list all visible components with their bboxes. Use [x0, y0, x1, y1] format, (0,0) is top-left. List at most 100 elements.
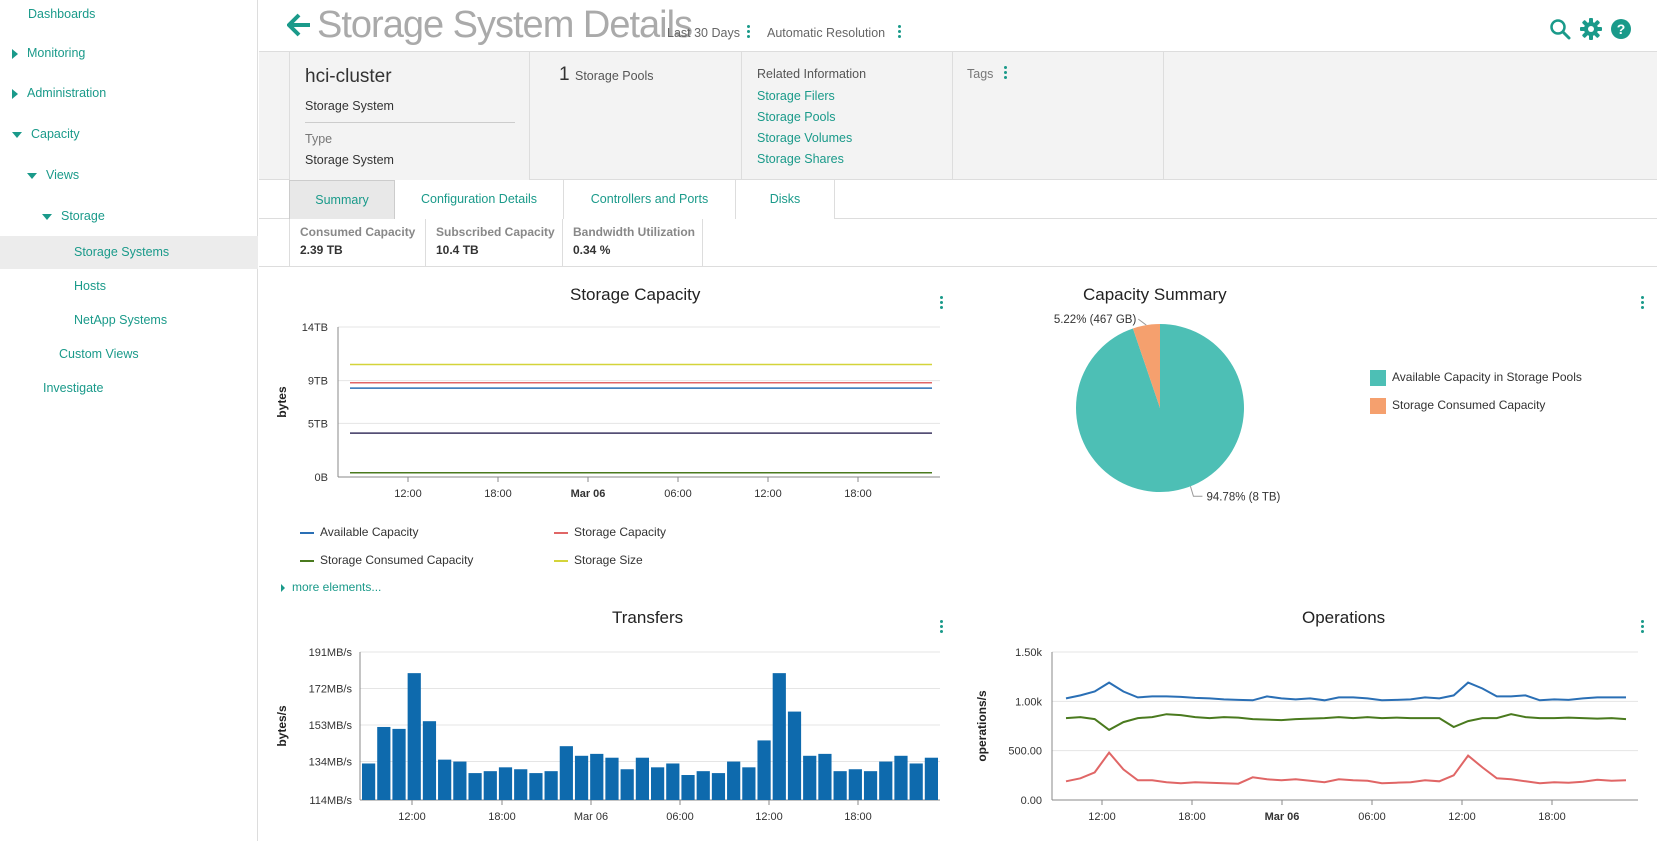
more-elements-link[interactable]: more elements...: [281, 580, 381, 594]
sidebar-item-administration[interactable]: Administration: [12, 86, 106, 100]
tab-disks[interactable]: Disks: [736, 180, 835, 219]
legend-label: Storage Size: [574, 553, 643, 567]
tab-bar: Summary Configuration Details Controller…: [259, 180, 1657, 219]
tags-label: Tags: [967, 67, 994, 81]
resolution-menu-icon[interactable]: [898, 25, 902, 40]
tab-controllers-and-ports[interactable]: Controllers and Ports: [564, 180, 736, 219]
page-title: Storage System Details: [317, 4, 693, 46]
caret-down-icon: [12, 131, 22, 138]
pie-label-consumed: 5.22% (467 GB): [1054, 314, 1137, 326]
bar: [514, 769, 528, 800]
y-tick-label: 5TB: [308, 418, 328, 430]
tab-summary[interactable]: Summary: [289, 180, 395, 219]
sidebar-item-storage[interactable]: Storage: [42, 209, 105, 223]
sidebar-item-dashboards[interactable]: Dashboards: [28, 7, 95, 21]
sidebar-item-label: Monitoring: [27, 46, 86, 60]
transfers-menu-icon[interactable]: [940, 620, 944, 635]
bar: [879, 761, 893, 800]
nav-selected-highlight: [0, 236, 258, 269]
link-storage-pools[interactable]: Storage Pools: [757, 110, 836, 124]
link-storage-shares[interactable]: Storage Shares: [757, 152, 844, 166]
back-arrow-icon[interactable]: [287, 13, 311, 37]
sidebar-item-views[interactable]: Views: [27, 168, 79, 182]
sidebar-item-label: NetApp Systems: [74, 313, 168, 327]
type-value: Storage System: [305, 153, 394, 167]
x-tick-label: 18:00: [1178, 811, 1206, 823]
y-tick-label: 191MB/s: [309, 647, 353, 659]
system-name: hci-cluster: [305, 66, 392, 87]
y-tick-label: 1.50k: [1015, 647, 1042, 659]
operations-menu-icon[interactable]: [1641, 620, 1645, 635]
tab-configuration-details[interactable]: Configuration Details: [395, 180, 564, 219]
x-tick-label: 12:00: [1088, 811, 1116, 823]
x-tick-label: 18:00: [844, 488, 872, 500]
pie-label-leader: [1189, 486, 1203, 497]
sidebar-item-label: Hosts: [74, 279, 106, 293]
bar: [483, 771, 497, 800]
type-label: Type: [305, 132, 333, 146]
y-axis-label: operations/s: [975, 690, 989, 762]
bar: [377, 726, 391, 800]
capacity-summary-title: Capacity Summary: [1083, 285, 1227, 304]
pools-label: Storage Pools: [575, 69, 654, 83]
caret-right-icon: [12, 48, 18, 59]
bar: [787, 711, 802, 800]
storage-capacity-menu-icon[interactable]: [940, 296, 944, 311]
info-box-related: Related Information Storage Filers Stora…: [742, 52, 953, 180]
transfers-title: Transfers: [612, 608, 684, 627]
bar: [574, 755, 589, 800]
bar: [453, 761, 467, 800]
y-tick-label: 0B: [315, 472, 328, 484]
sidebar-item-custom-views[interactable]: Custom Views: [59, 347, 139, 361]
time-range-selector[interactable]: Last 30 Days: [667, 26, 740, 40]
legend-storage-consumed-capacity[interactable]: Storage Consumed Capacity: [300, 553, 473, 567]
legend-storage-size[interactable]: Storage Size: [554, 553, 643, 567]
bar: [848, 769, 862, 800]
bar: [681, 775, 695, 800]
sidebar-item-hosts[interactable]: Hosts: [74, 279, 106, 293]
gear-icon[interactable]: [1580, 18, 1602, 40]
legend-available-capacity-pools[interactable]: Available Capacity in Storage Pools: [1370, 370, 1582, 386]
pie-slice-consumed: [1132, 324, 1160, 408]
caret-down-icon: [42, 213, 52, 220]
x-tick-label: 18:00: [844, 811, 872, 823]
search-icon[interactable]: [1549, 18, 1571, 40]
time-range-menu-icon[interactable]: [747, 25, 751, 40]
legend-available-capacity[interactable]: Available Capacity: [300, 525, 419, 539]
tags-menu-icon[interactable]: [1004, 66, 1008, 81]
sidebar-item-monitoring[interactable]: Monitoring: [12, 46, 85, 60]
legend-label: Available Capacity in Storage Pools: [1392, 370, 1582, 385]
link-storage-volumes[interactable]: Storage Volumes: [757, 131, 853, 145]
metric-subscribed-capacity: Subscribed Capacity 10.4 TB: [426, 219, 563, 267]
metric-label: Consumed Capacity: [300, 225, 416, 239]
pie-label-available: 94.78% (8 TB): [1206, 491, 1280, 503]
sidebar-item-storage-systems[interactable]: Storage Systems: [74, 245, 169, 259]
help-icon[interactable]: ?: [1610, 18, 1632, 40]
legend-storage-capacity[interactable]: Storage Capacity: [554, 525, 666, 539]
sidebar: Dashboards Monitoring Administration Cap…: [0, 0, 258, 841]
x-tick-label: 18:00: [484, 488, 512, 500]
y-tick-label: 1.00k: [1015, 696, 1042, 708]
resolution-label: Automatic Resolution: [767, 26, 886, 40]
y-tick-label: 0.00: [1021, 795, 1042, 807]
bar: [666, 763, 680, 800]
legend-storage-consumed[interactable]: Storage Consumed Capacity: [1370, 398, 1545, 414]
x-tick-label: 12:00: [398, 811, 426, 823]
sidebar-item-label: Storage Systems: [74, 245, 170, 259]
resolution-selector[interactable]: Automatic Resolution: [767, 26, 885, 40]
more-elements-label: more elements...: [292, 580, 382, 594]
sidebar-item-netapp-systems[interactable]: NetApp Systems: [74, 313, 167, 327]
capacity-summary-menu-icon[interactable]: [1641, 296, 1645, 311]
bar: [635, 757, 649, 800]
x-tick-label: 06:00: [1358, 811, 1386, 823]
link-storage-filers[interactable]: Storage Filers: [757, 89, 835, 103]
bar: [529, 773, 543, 800]
sidebar-item-capacity[interactable]: Capacity: [12, 127, 80, 141]
capacity-summary-chart: 94.78% (8 TB) 5.22% (467 GB): [1054, 314, 1281, 503]
info-bar: hci-cluster Storage System Type Storage …: [259, 52, 1657, 180]
bar: [924, 757, 938, 800]
sidebar-item-investigate[interactable]: Investigate: [43, 381, 103, 395]
metric-value: 2.39 TB: [300, 243, 343, 257]
bar: [362, 763, 376, 800]
sidebar-item-label: Custom Views: [59, 347, 139, 361]
